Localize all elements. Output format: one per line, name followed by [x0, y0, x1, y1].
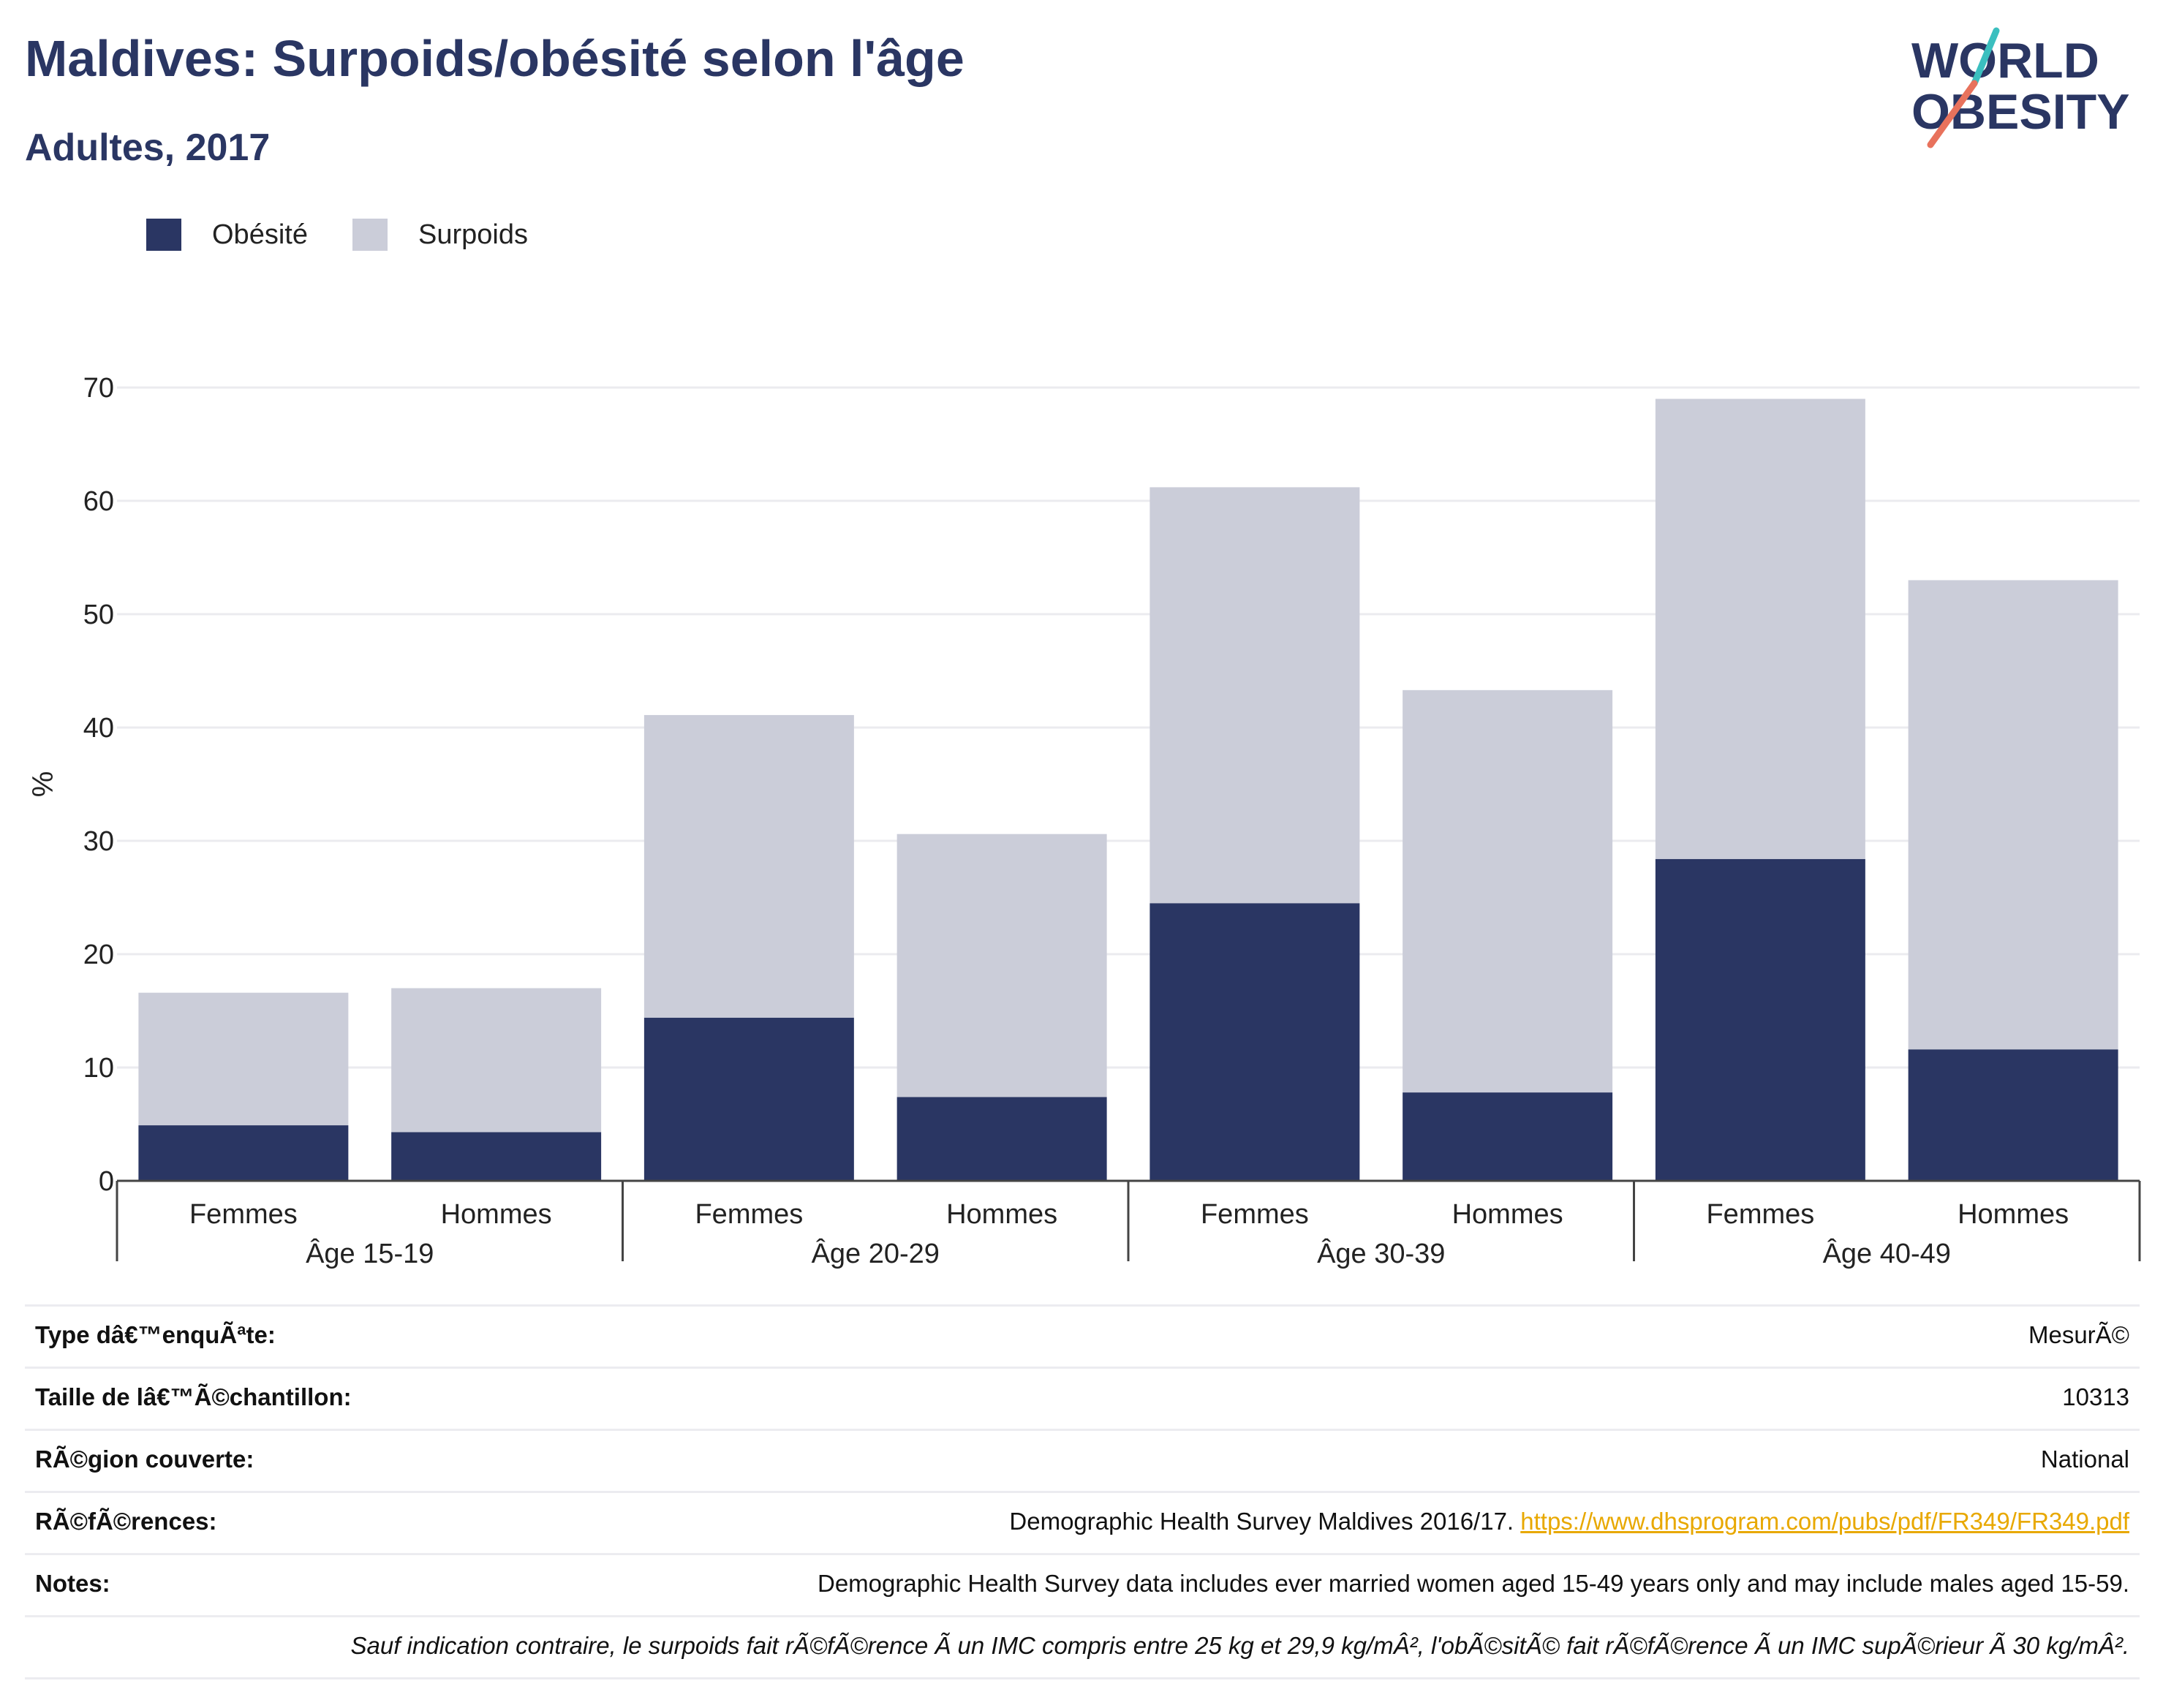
x-category-label-7: Femmes	[1706, 1199, 1814, 1230]
info-value-references: Demographic Health Survey Maldives 2016/…	[1009, 1508, 2129, 1535]
y-tick-label-40: 40	[83, 713, 114, 744]
bar-surpoids-2	[391, 988, 602, 1133]
bar-surpoids-6	[1403, 689, 1613, 1093]
x-group-label-4: Âge 40-49	[1823, 1238, 1951, 1269]
y-tick-label-70: 70	[83, 373, 114, 404]
x-category-label-3: Femmes	[695, 1199, 803, 1230]
bar-surpoids-4	[896, 834, 1107, 1097]
x-category-label-4: Hommes	[946, 1199, 1057, 1230]
info-value-sample-size: 10313	[2062, 1383, 2129, 1410]
y-axis-title: %	[27, 771, 59, 798]
legend-label-obesite: Obésité	[212, 219, 308, 250]
bar-obesite-1	[138, 1125, 349, 1181]
y-tick-label-20: 20	[83, 940, 114, 970]
info-value-region: National	[2040, 1446, 2129, 1473]
bar-surpoids-3	[643, 714, 854, 1018]
info-key-references: RÃ©fÃ©rences:	[35, 1508, 217, 1535]
legend-label-surpoids: Surpoids	[418, 219, 528, 250]
chart-title: Maldives: Surpoids/obésité selon l'âge	[25, 30, 965, 87]
world-obesity-logo: WORLD OBESITY	[1911, 27, 2130, 148]
x-group-label-2: Âge 20-29	[812, 1238, 940, 1269]
logo-line-1: WORLD	[1911, 33, 2099, 88]
x-category-label-1: Femmes	[189, 1199, 298, 1230]
x-category-label-5: Femmes	[1201, 1199, 1309, 1230]
bar-surpoids-7	[1655, 398, 1865, 859]
logo-line-2: OBESITY	[1911, 84, 2130, 140]
bar-obesite-2	[391, 1132, 602, 1181]
y-tick-label-10: 10	[83, 1053, 114, 1084]
x-group-label-1: Âge 15-19	[306, 1238, 434, 1269]
info-row-survey-type: Type dâ€™enquÃªte: MesurÃ©	[25, 1304, 2140, 1367]
info-key-survey-type: Type dâ€™enquÃªte:	[35, 1321, 276, 1348]
x-group-label-3: Âge 30-39	[1317, 1238, 1445, 1269]
legend-swatch-obesite	[146, 219, 181, 251]
chart-subtitle: Adultes, 2017	[25, 126, 271, 169]
info-row-region: RÃ©gion couverte: National	[25, 1429, 2140, 1491]
info-key-region: RÃ©gion couverte:	[35, 1446, 254, 1473]
bar-obesite-3	[643, 1017, 854, 1181]
info-row-references: RÃ©fÃ©rences: Demographic Health Survey …	[25, 1491, 2140, 1553]
stacked-bar-chart: 0 10 20 30 40 50 60 70% Femmes Hommes Femmes Hommes…	[27, 373, 2141, 1269]
info-row-notes: Notes: Demographic Health Survey data in…	[25, 1553, 2140, 1615]
bar-obesite-5	[1150, 903, 1360, 1181]
bar-obesite-7	[1655, 858, 1865, 1181]
logo-slash-bottom	[1927, 80, 1978, 148]
info-row-sample-size: Taille de lâ€™Ã©chantillon: 10313	[25, 1367, 2140, 1429]
y-tick-label-0: 0	[99, 1166, 114, 1197]
bar-obesite-6	[1403, 1092, 1613, 1181]
logo-slash-top	[1971, 27, 2000, 87]
legend-swatch-surpoids	[352, 219, 388, 251]
info-key-notes: Notes:	[35, 1570, 110, 1597]
bar-obesite-4	[896, 1097, 1107, 1181]
x-category-label-2: Hommes	[441, 1199, 552, 1230]
info-row-footnote: Sauf indication contraire, le surpoids f…	[25, 1615, 2140, 1679]
info-value-survey-type: MesurÃ©	[2028, 1321, 2129, 1348]
reference-link[interactable]: https://www.dhsprogram.com/pubs/pdf/FR34…	[1520, 1508, 2129, 1535]
y-tick-label-50: 50	[83, 600, 114, 630]
y-tick-label-30: 30	[83, 826, 114, 857]
bar-surpoids-8	[1908, 580, 2118, 1050]
bar-surpoids-5	[1150, 487, 1360, 904]
survey-info-table: Type dâ€™enquÃªte: MesurÃ© Taille de lâ€…	[25, 1304, 2140, 1679]
y-tick-label-60: 60	[83, 486, 114, 517]
x-category-label-6: Hommes	[1452, 1199, 1563, 1230]
bar-obesite-8	[1908, 1049, 2118, 1181]
bar-surpoids-1	[138, 992, 349, 1126]
reference-text: Demographic Health Survey Maldives 2016/…	[1009, 1508, 1514, 1535]
info-footnote: Sauf indication contraire, le surpoids f…	[350, 1632, 2130, 1659]
info-value-notes: Demographic Health Survey data includes …	[818, 1570, 2129, 1597]
x-category-label-8: Hommes	[1958, 1199, 2069, 1230]
info-key-sample-size: Taille de lâ€™Ã©chantillon:	[35, 1383, 352, 1410]
